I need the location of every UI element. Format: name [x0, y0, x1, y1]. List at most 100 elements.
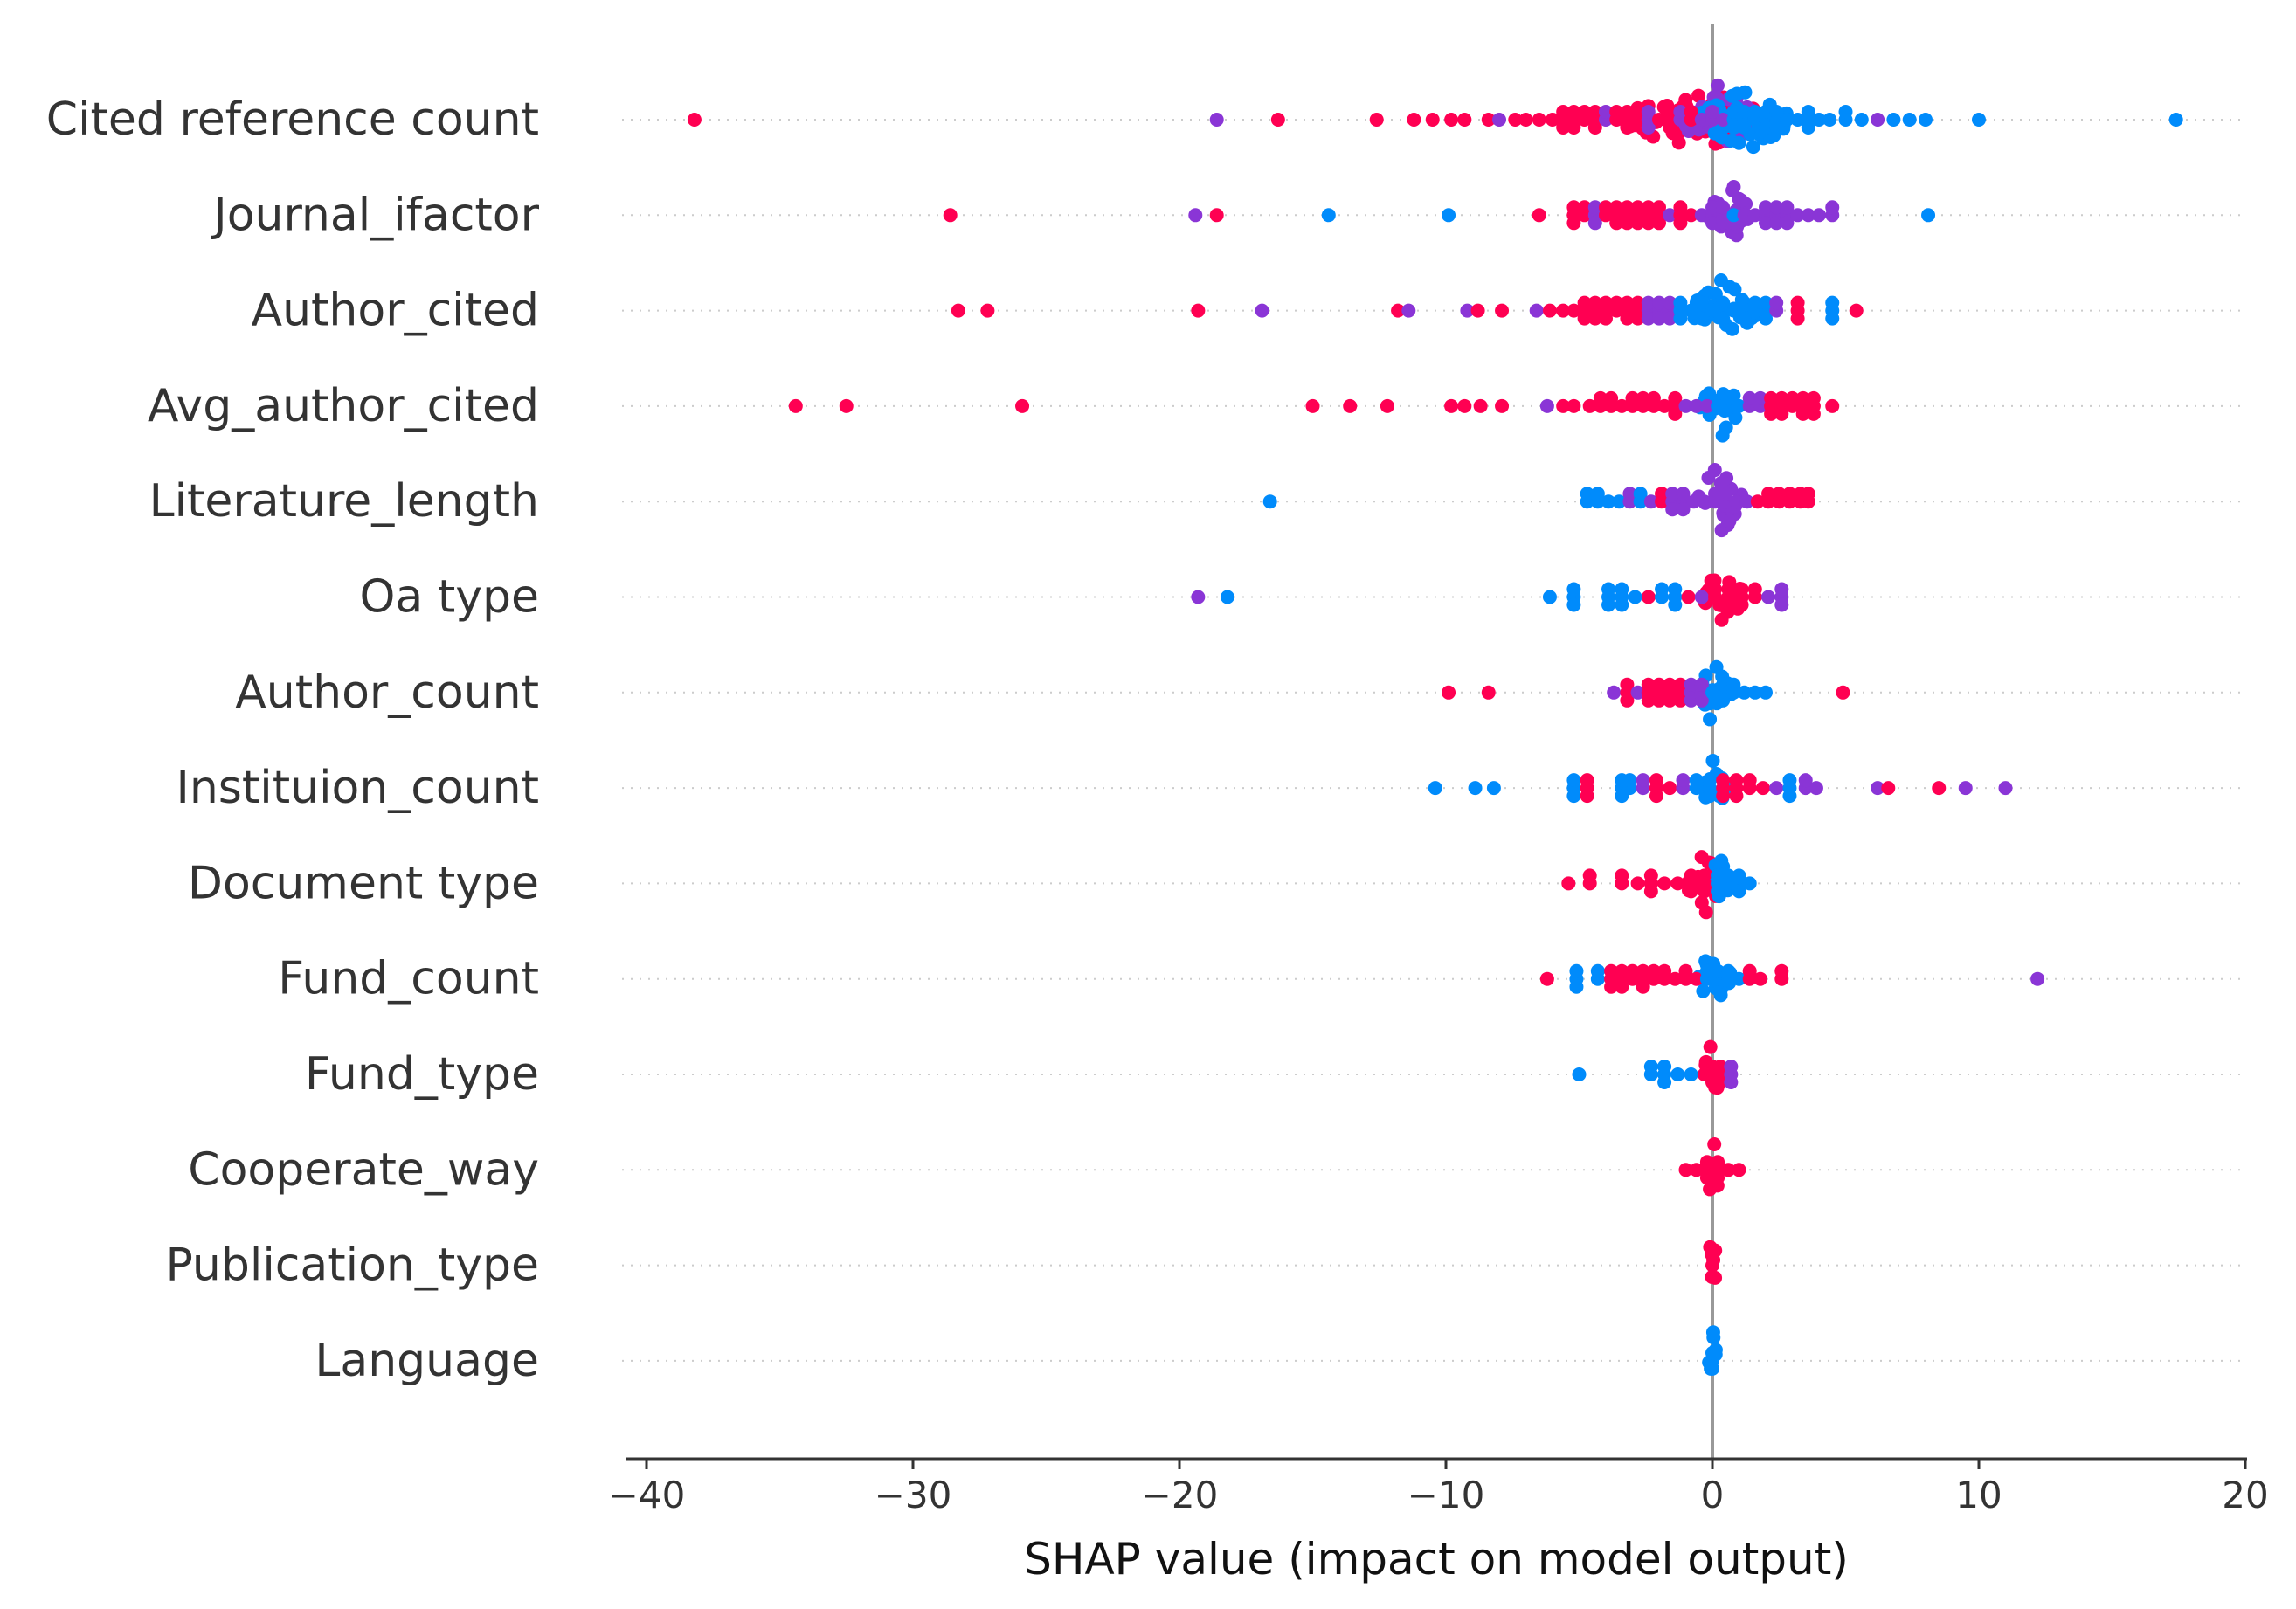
shap-point — [1759, 295, 1773, 310]
shap-point — [1652, 200, 1666, 215]
shap-point — [1972, 113, 1986, 127]
shap-point — [1684, 1067, 1698, 1081]
shap-point — [1566, 303, 1581, 318]
shap-point — [1694, 693, 1709, 708]
shap-point — [1539, 398, 1554, 413]
shap-point — [1587, 311, 1602, 326]
shap-point — [2168, 113, 2183, 127]
shap-point — [943, 208, 958, 223]
shap-point — [1721, 582, 1736, 597]
shap-point — [1755, 781, 1770, 796]
shap-point — [1724, 133, 1739, 148]
shap-point — [1705, 1345, 1719, 1360]
shap-point — [1532, 113, 1546, 127]
shap-point — [1641, 200, 1656, 215]
shap-point — [1759, 216, 1773, 231]
shap-point — [1542, 590, 1557, 604]
shap-point — [1670, 876, 1685, 891]
shap-point — [1761, 487, 1776, 501]
feature-label: Instituion_count — [176, 762, 540, 814]
shap-point — [1604, 979, 1619, 994]
shap-point — [788, 398, 803, 413]
shap-point — [1881, 781, 1896, 796]
shap-point — [1663, 295, 1677, 310]
shap-point — [1711, 868, 1725, 883]
shap-point — [1643, 494, 1658, 509]
shap-point — [1801, 487, 1815, 501]
feature-label: Fund_count — [278, 953, 539, 1005]
shap-point — [1508, 113, 1523, 127]
shap-point — [1620, 677, 1635, 692]
shap-point — [1684, 868, 1698, 883]
points-layer — [687, 78, 2183, 1376]
shap-point — [1566, 105, 1581, 119]
shap-point — [1572, 1067, 1587, 1081]
shap-point — [1481, 685, 1496, 700]
x-tick-label: 0 — [1701, 1474, 1725, 1516]
shap-point — [1886, 113, 1901, 127]
shap-point — [1709, 659, 1724, 674]
shap-point — [1902, 113, 1917, 127]
shap-point — [1657, 963, 1672, 978]
shap-point — [1716, 789, 1731, 804]
shap-point — [1652, 693, 1666, 708]
shap-point — [1732, 884, 1746, 899]
shap-point — [1641, 216, 1656, 231]
shap-point — [1652, 295, 1666, 310]
shap-point — [1707, 463, 1722, 478]
shap-point — [1734, 582, 1749, 597]
shap-point — [1759, 200, 1773, 215]
shap-point — [1772, 487, 1787, 501]
feature-labels: Cited reference count Journal_ifactor Auth… — [46, 93, 540, 1387]
shap-point — [1468, 781, 1483, 796]
shap-point — [1643, 1060, 1658, 1074]
shap-point — [1668, 406, 1683, 421]
shap-point — [1615, 597, 1629, 612]
shap-point — [1678, 963, 1693, 978]
shap-point — [1694, 895, 1709, 910]
shap-point — [1764, 406, 1779, 421]
shap-point — [1822, 113, 1837, 127]
shap-point — [1769, 121, 1784, 135]
shap-point — [1747, 582, 1762, 597]
shap-point — [1689, 971, 1704, 986]
shap-point — [1191, 590, 1206, 604]
shap-point — [1759, 105, 1773, 119]
shap-point — [1708, 858, 1723, 873]
x-tick-label: −40 — [608, 1474, 686, 1516]
shap-point — [1921, 208, 1936, 223]
shap-point — [1782, 487, 1797, 501]
shap-point — [1636, 390, 1650, 405]
shap-point — [1691, 88, 1706, 103]
shap-point — [1726, 208, 1741, 223]
feature-label: Author_count — [235, 666, 539, 719]
shap-point — [1620, 295, 1635, 310]
feature-label: Publication_type — [165, 1240, 539, 1292]
shap-point — [1657, 398, 1672, 413]
shap-point — [1798, 773, 1813, 788]
shap-point — [1630, 200, 1645, 215]
shap-point — [1825, 398, 1840, 413]
shap-point — [1609, 295, 1624, 310]
shap-point — [1729, 494, 1744, 509]
shap-point — [1566, 398, 1581, 413]
shap-point — [1673, 200, 1688, 215]
shap-point — [1737, 295, 1752, 310]
shap-point — [1668, 971, 1683, 986]
shap-point — [1711, 1155, 1725, 1170]
shap-point — [1442, 208, 1456, 223]
shap-point — [1470, 303, 1485, 318]
shap-point — [1769, 295, 1784, 310]
shap-point — [1582, 398, 1597, 413]
shap-point — [1769, 216, 1784, 231]
shap-point — [1747, 105, 1762, 119]
shap-point — [1705, 303, 1719, 318]
shap-point — [1713, 988, 1728, 1003]
shap-point — [1577, 200, 1592, 215]
shap-point — [1739, 494, 1754, 509]
shap-point — [1732, 398, 1746, 413]
shap-point — [1790, 208, 1805, 223]
shap-point — [1566, 216, 1581, 231]
shap-point — [1764, 390, 1779, 405]
shap-point — [1703, 1039, 1718, 1054]
